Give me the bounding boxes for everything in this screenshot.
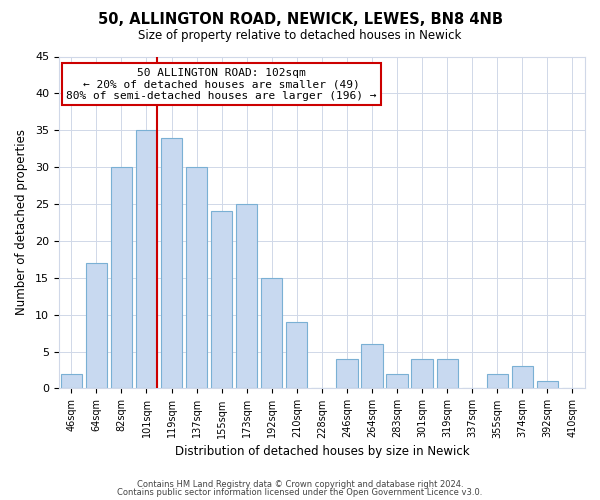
Bar [61,374,82,388]
Bar [437,359,458,388]
Bar [386,374,408,388]
Bar [136,130,157,388]
X-axis label: Distribution of detached houses by size in Newick: Distribution of detached houses by size … [175,444,469,458]
Text: Contains HM Land Registry data © Crown copyright and database right 2024.: Contains HM Land Registry data © Crown c… [137,480,463,489]
Bar [86,263,107,388]
Bar [361,344,383,389]
Bar [487,374,508,388]
Bar [412,359,433,388]
Text: Size of property relative to detached houses in Newick: Size of property relative to detached ho… [139,29,461,42]
Y-axis label: Number of detached properties: Number of detached properties [15,130,28,316]
Text: 50, ALLINGTON ROAD, NEWICK, LEWES, BN8 4NB: 50, ALLINGTON ROAD, NEWICK, LEWES, BN8 4… [97,12,503,28]
Text: 50 ALLINGTON ROAD: 102sqm
← 20% of detached houses are smaller (49)
80% of semi-: 50 ALLINGTON ROAD: 102sqm ← 20% of detac… [67,68,377,101]
Bar [211,212,232,388]
Text: Contains public sector information licensed under the Open Government Licence v3: Contains public sector information licen… [118,488,482,497]
Bar [236,204,257,388]
Bar [186,167,207,388]
Bar [111,167,132,388]
Bar [512,366,533,388]
Bar [337,359,358,388]
Bar [261,278,283,388]
Bar [286,322,307,388]
Bar [161,138,182,388]
Bar [537,381,558,388]
